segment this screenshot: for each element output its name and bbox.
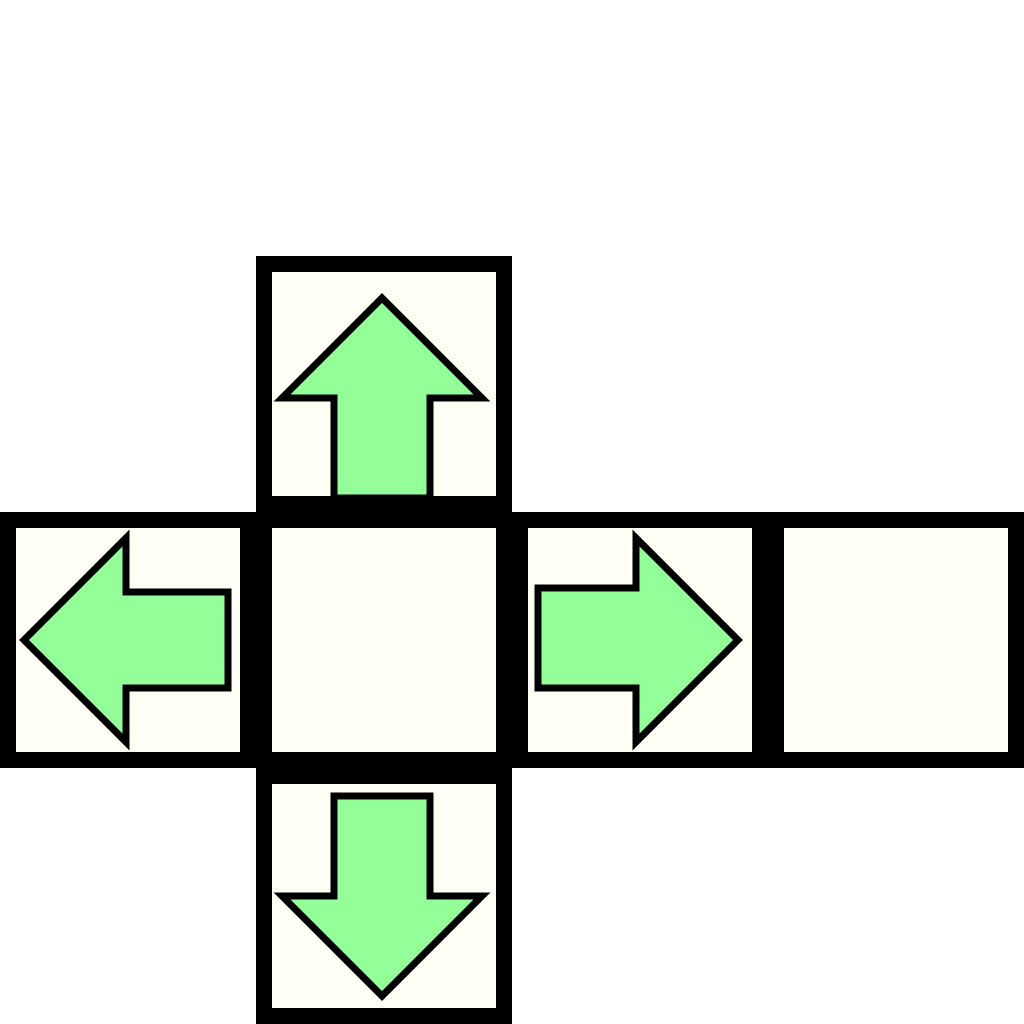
tile-center[interactable] bbox=[256, 512, 512, 768]
arrow-right-icon bbox=[534, 529, 743, 751]
tile-left[interactable] bbox=[0, 512, 256, 768]
arrow-down-icon bbox=[273, 792, 491, 1001]
tile-far-right[interactable] bbox=[768, 512, 1024, 768]
tile-right[interactable] bbox=[512, 512, 768, 768]
arrow-up-icon bbox=[273, 293, 491, 502]
arrow-left-icon bbox=[19, 529, 232, 751]
tile-up[interactable] bbox=[256, 256, 512, 512]
tile-down[interactable] bbox=[256, 768, 512, 1024]
